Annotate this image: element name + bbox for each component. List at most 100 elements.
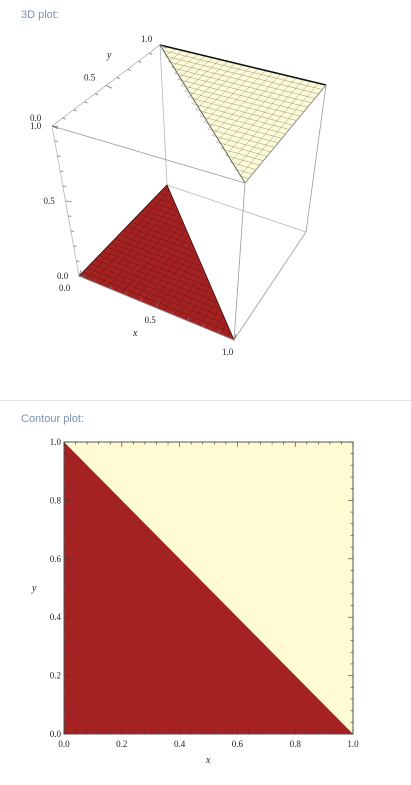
contour-region-lower: [64, 442, 353, 734]
y-tick-3d: [73, 109, 77, 112]
lower-mesh-line: [170, 272, 203, 314]
upper-mesh-line: [188, 61, 229, 98]
pod-title-contour-plot: Contour plot:: [21, 413, 84, 425]
x-tick-label: 0.8: [290, 739, 302, 749]
box-edge-back: [166, 184, 307, 233]
z-tick-3d: [78, 275, 86, 277]
lower-mesh-line: [118, 234, 200, 266]
y-tick-3d: [159, 44, 167, 49]
x-tick-3d: [171, 311, 174, 315]
contour-tick-labels: 0.0 0.2 0.4 0.6 0.8 1.0 0.0 0.2 0.4 0.6 0.8 1.0: [50, 437, 359, 749]
x-tick-3d: [202, 324, 205, 328]
lower-mesh-line: [146, 205, 180, 218]
box-edge-front: [305, 84, 327, 233]
x-tick-label: 0.4: [174, 739, 186, 749]
contour-plot: 0.0 0.2 0.4 0.6 0.8 1.0 0.0 0.2 0.4 0.6 0.8 1.0 x y: [31, 437, 359, 766]
upper-mesh-line: [162, 50, 323, 90]
y-tick-label: 1.0: [50, 437, 62, 447]
lower-mesh-line: [90, 263, 224, 318]
upper-mesh-line: [220, 75, 289, 149]
pod-title-3d-plot: 3D plot:: [21, 9, 59, 21]
x-axis-label-3d: x: [132, 328, 138, 339]
x-tick-3d: [218, 330, 220, 334]
upper-surface-far-edge: [159, 44, 327, 86]
box-edge-front: [244, 84, 327, 184]
x-tick-3d: [109, 285, 112, 289]
lower-mesh-line: [135, 237, 188, 300]
x-tick-label: 0.0: [58, 739, 70, 749]
lower-mesh-line: [142, 209, 183, 225]
y-tick-3d: [84, 101, 88, 104]
y-tick-label: 0.2: [50, 671, 61, 681]
y-tick-label: 0.6: [50, 554, 62, 564]
box-edge-front: [51, 125, 246, 184]
upper-mesh-line: [188, 97, 293, 126]
x-tick-3d: [125, 292, 127, 296]
y-axis-label-contour: y: [31, 583, 37, 594]
box-edge-front: [233, 231, 307, 341]
upper-mesh-line: [174, 53, 198, 74]
lower-mesh-line: [134, 217, 188, 238]
lower-mesh-line: [106, 246, 210, 288]
upper-mesh-line: [230, 79, 304, 163]
x-tick-label: 0.6: [232, 739, 244, 749]
z-tick-3d: [51, 125, 59, 127]
y-tick-3d: [127, 68, 131, 72]
upper-mesh-line: [239, 175, 249, 179]
upper-mesh-line: [181, 85, 301, 117]
x-tick-3d: [140, 298, 143, 302]
upper-mesh-line: [168, 61, 315, 99]
lower-mesh-line: [110, 242, 206, 280]
x-tick-3d: [187, 317, 189, 321]
x-tick-label-3d: 1.0: [222, 347, 234, 357]
upper-mesh-line: [220, 148, 264, 161]
z-tick-3d: [65, 200, 72, 202]
upper-mesh-line: [211, 72, 274, 136]
contour-ticks: [63, 441, 354, 735]
lower-mesh-line: [156, 258, 197, 309]
contour-frame: [63, 441, 354, 735]
x-tick-label: 0.2: [116, 739, 127, 749]
lower-mesh-line: [114, 238, 203, 273]
y-tick-label: 0.8: [50, 495, 62, 505]
ticks-3d: [51, 44, 237, 341]
y-tick-3d: [149, 52, 153, 55]
upper-mesh-line: [195, 64, 244, 110]
y-tick-3d: [105, 85, 113, 89]
y-tick-3d: [116, 77, 120, 80]
y-tick-label-3d: 0.0: [30, 113, 42, 123]
upper-mesh-line: [239, 83, 319, 177]
upper-mesh-line: [165, 55, 319, 95]
x-axis-label-contour: x: [205, 755, 211, 766]
y-tick-3d: [95, 93, 99, 96]
y-tick-label-3d: 1.0: [141, 34, 153, 44]
z-tick-label-3d: 1.0: [30, 121, 42, 131]
lower-mesh-line: [162, 188, 170, 192]
lower-mesh-line: [82, 271, 231, 333]
lower-mesh-line: [126, 226, 194, 252]
box-edge-front: [233, 182, 246, 341]
lower-mesh-line: [191, 294, 213, 323]
x-tick-3d: [233, 333, 237, 341]
y-tick-label: 0.4: [50, 612, 62, 622]
lower-mesh-line: [158, 193, 172, 198]
x-tick-3d: [78, 269, 82, 277]
lower-mesh-line: [150, 201, 177, 211]
upper-mesh-line: [181, 57, 213, 86]
x-tick-label: 1.0: [347, 739, 359, 749]
lower-mesh-line: [138, 213, 185, 231]
lower-mesh-line: [114, 217, 180, 291]
upper-mesh-line: [168, 50, 183, 62]
plot-3d: 0.00.51.00.00.51.00.00.51.0 x y: [30, 34, 327, 357]
lower-mesh-line: [212, 316, 224, 332]
lower-mesh-line: [219, 324, 227, 335]
y-tick-3d: [138, 60, 142, 63]
lower-surface: [78, 184, 235, 341]
upper-mesh-line: [230, 162, 257, 170]
upper-mesh-line: [203, 68, 259, 123]
upper-surface: [159, 44, 327, 184]
tick-labels-3d: 0.00.51.00.00.51.00.00.51.0: [30, 34, 234, 357]
y-tick-label: 0.0: [50, 729, 62, 739]
lower-mesh-line: [205, 309, 220, 329]
lower-mesh-line: [163, 265, 200, 312]
